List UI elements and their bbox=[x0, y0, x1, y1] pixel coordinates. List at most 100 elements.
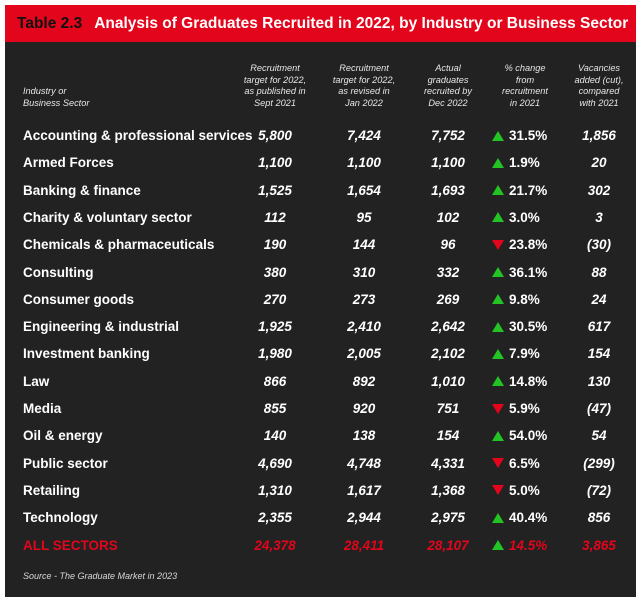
table-panel: Table 2.3 Analysis of Graduates Recruite… bbox=[5, 5, 636, 597]
target-jan-value: 95 bbox=[356, 209, 372, 225]
change-percent: 54.0% bbox=[509, 428, 548, 444]
header-line: Vacancies bbox=[577, 63, 621, 73]
actual-value: 1,010 bbox=[431, 373, 465, 389]
target-sept-value: 112 bbox=[264, 209, 286, 225]
sector-name: Retailing bbox=[23, 482, 81, 498]
target-sept-value: 1,100 bbox=[258, 155, 292, 171]
header-line: Dec 2022 bbox=[428, 97, 468, 108]
header-line: compared bbox=[578, 86, 620, 96]
table-row: Chemicals & pharmaceuticals 190 144 96 23.8%… bbox=[5, 231, 636, 258]
sector-name: Armed Forces bbox=[23, 155, 114, 171]
table-row: Media 855 920 751 5.9% (47) bbox=[5, 395, 636, 422]
header-line: Actual bbox=[435, 63, 461, 73]
triangle-up-icon bbox=[492, 294, 504, 305]
actual-value: 28,107 bbox=[427, 537, 469, 553]
target-sept-value: 140 bbox=[263, 428, 287, 444]
header-line: target for 2022, bbox=[243, 74, 307, 85]
header-line: Jan 2022 bbox=[345, 97, 383, 108]
target-sept-value: 1,925 bbox=[258, 319, 292, 335]
change-value: 40.4% bbox=[492, 504, 572, 531]
table-number: Table 2.3 bbox=[17, 14, 83, 32]
header-line: Business Sector bbox=[23, 97, 90, 108]
target-jan-value: 1,617 bbox=[347, 482, 381, 498]
target-sept-value: 24,378 bbox=[254, 537, 296, 553]
target-sept-value: 1,310 bbox=[258, 482, 292, 498]
vacancies-value: 88 bbox=[591, 264, 607, 280]
header-line: Sept 2021 bbox=[254, 97, 296, 108]
triangle-up-icon bbox=[492, 321, 504, 332]
target-sept-value: 380 bbox=[263, 264, 287, 280]
sector-name: Charity & voluntary sector bbox=[23, 209, 192, 225]
change-percent: 14.5% bbox=[509, 537, 548, 553]
change-percent: 40.4% bbox=[509, 510, 548, 526]
table-title: Analysis of Graduates Recruited in 2022,… bbox=[94, 14, 629, 32]
target-sept-value: 270 bbox=[263, 291, 287, 307]
header-line: from bbox=[515, 74, 535, 85]
actual-value: 154 bbox=[436, 428, 460, 444]
change-value: 5.0% bbox=[492, 477, 572, 504]
triangle-up-icon bbox=[492, 376, 504, 387]
actual-value: 1,693 bbox=[431, 182, 465, 198]
table-row: Consumer goods 270 273 269 9.8% 24 bbox=[5, 286, 636, 313]
change-value: 21.7% bbox=[492, 177, 572, 204]
target-jan-value: 4,748 bbox=[347, 455, 381, 471]
header-line: graduates bbox=[427, 74, 469, 85]
header-line: added (cut), bbox=[574, 74, 624, 85]
vacancies-value: 20 bbox=[591, 155, 607, 171]
target-sept-value: 866 bbox=[263, 373, 287, 389]
header-sector: Industry or Business Sector bbox=[23, 86, 89, 109]
change-value: 3.0% bbox=[492, 204, 572, 231]
actual-value: 1,100 bbox=[431, 155, 465, 171]
vacancies-value: 302 bbox=[587, 182, 611, 198]
header-change: % change from recruitment in 2021 bbox=[480, 63, 570, 109]
vacancies-value: (47) bbox=[586, 401, 611, 416]
change-value: 31.5% bbox=[492, 122, 572, 149]
target-sept-value: 2,355 bbox=[258, 510, 292, 526]
change-value: 1.9% bbox=[492, 149, 572, 176]
sector-name: Chemicals & pharmaceuticals bbox=[23, 237, 215, 253]
target-sept-value: 1,525 bbox=[258, 182, 292, 198]
table-row: Oil & energy 140 138 154 54.0% 54 bbox=[5, 422, 636, 449]
header-line: % change bbox=[504, 63, 546, 73]
change-percent: 9.8% bbox=[509, 291, 540, 307]
change-percent: 5.0% bbox=[509, 482, 540, 498]
sector-name: Law bbox=[23, 373, 50, 389]
source-note: Source - The Graduate Market in 2023 bbox=[23, 571, 178, 581]
actual-value: 4,331 bbox=[431, 455, 465, 471]
header-line: recruitment bbox=[502, 86, 548, 96]
table-row: Engineering & industrial 1,925 2,410 2,642 3… bbox=[5, 313, 636, 340]
header-line: target for 2022, bbox=[332, 74, 396, 85]
header-line: as revised in bbox=[338, 86, 390, 96]
target-sept-value: 5,800 bbox=[258, 128, 292, 143]
change-value: 14.5% bbox=[492, 532, 572, 559]
header-line: in 2021 bbox=[509, 97, 541, 108]
target-sept-value: 1,980 bbox=[258, 346, 292, 362]
triangle-down-icon bbox=[492, 239, 504, 250]
vacancies-value: 54 bbox=[591, 428, 607, 444]
actual-value: 2,975 bbox=[431, 510, 465, 526]
target-jan-value: 2,005 bbox=[347, 346, 381, 362]
change-percent: 5.9% bbox=[509, 401, 540, 416]
change-percent: 31.5% bbox=[509, 128, 548, 143]
table-row: Consulting 380 310 332 36.1% 88 bbox=[5, 259, 636, 286]
table-row: Retailing 1,310 1,617 1,368 5.0% (72) bbox=[5, 477, 636, 504]
triangle-up-icon bbox=[492, 512, 504, 523]
change-value: 30.5% bbox=[492, 313, 572, 340]
change-value: 5.9% bbox=[492, 395, 572, 422]
header-vacancies: Vacancies added (cut), compared with 2021 bbox=[554, 63, 643, 109]
table-row: Investment banking 1,980 2,005 2,102 7.9% 154 bbox=[5, 340, 636, 367]
vacancies-value: (72) bbox=[586, 482, 611, 498]
target-jan-value: 1,100 bbox=[347, 155, 381, 171]
change-value: 14.8% bbox=[492, 368, 572, 395]
header-line: as published in bbox=[244, 86, 306, 96]
sector-name: Media bbox=[23, 401, 62, 416]
target-sept-value: 855 bbox=[263, 401, 287, 416]
header-line: Recruitment bbox=[339, 63, 389, 73]
target-jan-value: 28,411 bbox=[343, 537, 385, 553]
triangle-up-icon bbox=[492, 430, 504, 441]
change-value: 7.9% bbox=[492, 340, 572, 367]
sector-name: Public sector bbox=[23, 455, 108, 471]
sector-name: Engineering & industrial bbox=[23, 319, 180, 335]
change-percent: 30.5% bbox=[509, 319, 548, 335]
change-percent: 23.8% bbox=[509, 237, 548, 253]
